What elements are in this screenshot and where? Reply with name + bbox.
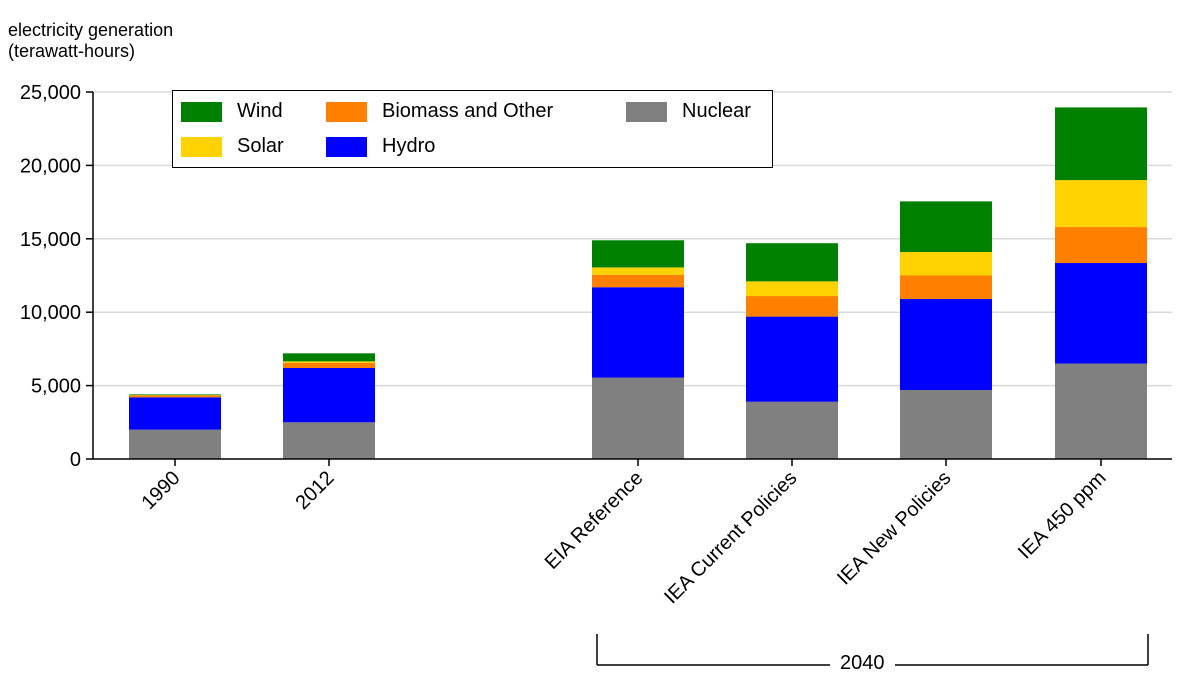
bar-segment-biomass-and-other [283,363,375,368]
bar-segment-hydro [283,368,375,422]
bar-segment-nuclear [592,378,684,459]
bar-segment-biomass-and-other [900,276,992,299]
x-tick-label: IEA 450 ppm [1014,467,1111,564]
x-tick-label: IEA New Policies [833,467,955,589]
y-tick-label: 10,000 [20,302,81,324]
bar-segment-nuclear [129,430,221,459]
legend-label: Solar [237,135,284,158]
legend-item-hydro: Hydro [326,135,435,158]
legend-item-wind: Wind [181,100,283,123]
legend-swatch [326,137,367,157]
chart-legend: Wind Solar Biomass and Other Hydro Nuclear [172,90,773,168]
bar-segment-hydro [1055,263,1147,364]
legend-item-nuclear: Nuclear [626,100,751,123]
bar-segment-solar [592,267,684,274]
bar-segment-solar [283,361,375,362]
legend-swatch [181,137,222,157]
legend-swatch [326,102,367,122]
bar-segment-wind [900,201,992,252]
bar-segment-wind [129,394,221,395]
bar-segment-hydro [746,317,838,402]
bar-segment-solar [900,252,992,275]
x-tick-label: IEA Current Policies [660,467,801,608]
legend-label: Wind [237,100,283,123]
bar-segment-wind [592,240,684,267]
y-tick-label: 0 [70,449,81,471]
bar-segment-wind [746,243,838,281]
x-tick-label: EIA Reference [541,467,648,574]
bar-segment-hydro [900,299,992,390]
bar-segment-biomass-and-other [746,296,838,317]
group-label-2040: 2040 [830,652,895,675]
y-tick-label: 25,000 [20,82,81,104]
bar-segment-nuclear [900,390,992,459]
bar-segment-nuclear [746,402,838,459]
y-tick-label: 5,000 [31,376,81,398]
bar-segment-nuclear [1055,364,1147,459]
bar-segment-biomass-and-other [592,275,684,287]
bar-segment-hydro [592,287,684,377]
bar-segment-solar [1055,180,1147,227]
legend-item-biomass-and-other: Biomass and Other [326,100,553,123]
legend-label: Biomass and Other [382,100,553,123]
bar-segment-biomass-and-other [1055,227,1147,263]
legend-label: Nuclear [682,100,751,123]
x-tick-label: 1990 [138,467,185,514]
legend-swatch [626,102,667,122]
x-tick-label: 2012 [292,467,339,514]
bar-segment-wind [283,353,375,361]
legend-item-solar: Solar [181,135,284,158]
bar-segment-wind [1055,107,1147,180]
legend-swatch [181,102,222,122]
y-tick-label: 15,000 [20,229,81,251]
bar-segment-nuclear [283,422,375,459]
bar-segment-hydro [129,397,221,429]
y-tick-label: 20,000 [20,155,81,177]
legend-label: Hydro [382,135,435,158]
bar-segment-biomass-and-other [129,395,221,397]
bar-segment-solar [746,281,838,296]
